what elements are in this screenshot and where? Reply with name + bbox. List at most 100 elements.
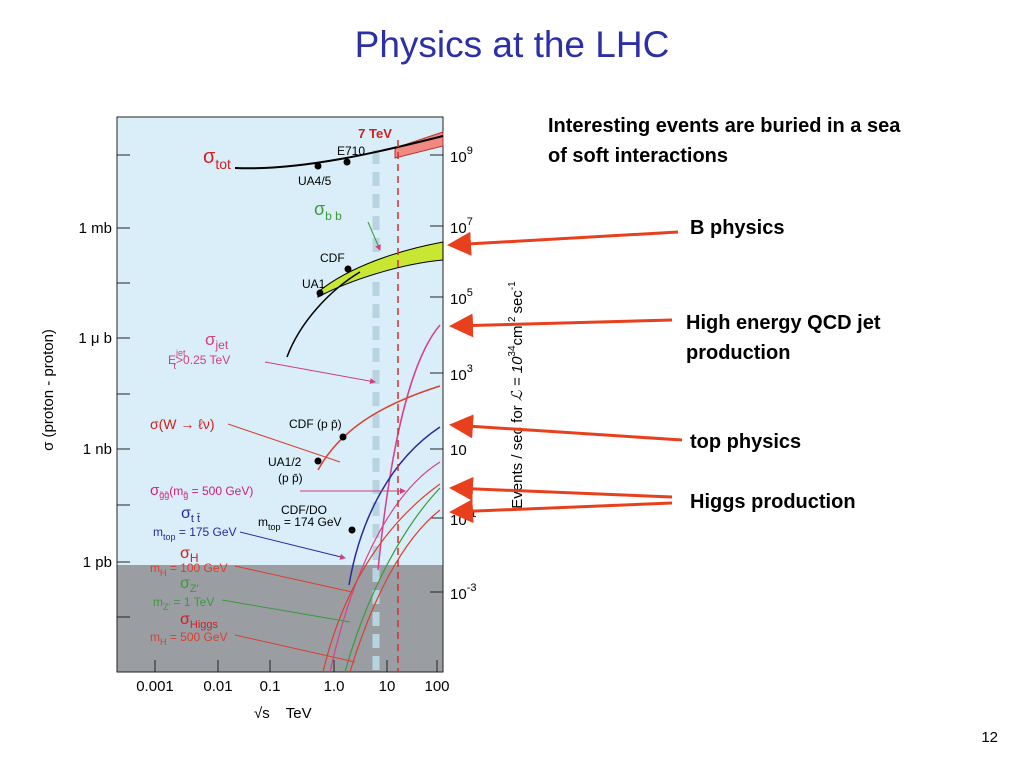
ann-m: m [258, 515, 268, 529]
sigma-bb-band [317, 241, 444, 298]
ann-sub: Z' [190, 583, 199, 595]
ann-mh100: mH = 100 GeV [150, 561, 228, 578]
y-tick-label: 1 μ b [78, 330, 112, 347]
y-tick-label: 1 nb [83, 441, 112, 458]
higgs500-curve [349, 509, 441, 673]
ann-cdf: CDF [320, 251, 345, 265]
ann-sigma-higgs: σHiggs [180, 611, 218, 631]
ann-sym: σ [180, 611, 190, 628]
ann-cut: >0.25 TeV [176, 353, 230, 367]
ann-sigma-tot: σtot [203, 146, 231, 172]
y2-base: 10 [450, 367, 467, 384]
arrows [447, 230, 683, 524]
z-curve [344, 487, 441, 673]
higgs-curve [322, 483, 441, 673]
y2-label-unit: cm [509, 325, 526, 345]
ann-sub: t t̄ [191, 513, 201, 525]
y2-label-text: Events / sec for [509, 405, 526, 508]
x-ticks: 0.001 0.01 0.1 1.0 10 100 [136, 678, 449, 695]
ann-sup: jet [175, 348, 186, 358]
ann-cdfdo: CDF/DO [281, 503, 327, 517]
y2-base: 10 [450, 220, 467, 237]
note-higgs: Higgs production [690, 491, 856, 513]
y2-label-exp: -2 [507, 316, 518, 325]
figure: 1 mb 1 μ b 1 nb 1 pb σ (proton - proton)… [40, 116, 526, 722]
ann-sym: σ [205, 330, 216, 349]
y2-tick: 107 [450, 216, 473, 237]
note-qcd: High energy QCD jet [686, 312, 881, 334]
x-tick-label: 0.001 [136, 678, 174, 695]
ann-e: E [168, 353, 176, 367]
ann-rest: (m [169, 484, 183, 498]
ann-sub: g̃g̃ [159, 490, 169, 500]
note-intro: Interesting events are buried in a sea [548, 115, 901, 137]
ann-m: m [153, 595, 163, 609]
ann-ua1: UA1 [302, 277, 326, 291]
pointer-lines [221, 221, 406, 663]
ann-e710: E710 [337, 144, 365, 158]
y-tick-label: 1 pb [83, 554, 112, 571]
ann-m: m [153, 525, 163, 539]
top-curve [348, 426, 441, 586]
y2-label-exp: -1 [507, 281, 518, 290]
ann-rest: = 1 TeV [170, 595, 214, 609]
page-number: 12 [981, 729, 998, 746]
ann-sub: Z' [163, 602, 170, 612]
ann-sigma-w: σ(W → ℓν) [150, 416, 214, 432]
ann-cdf-pp: CDF (p p̄) [289, 417, 342, 431]
ann-rest: = 174 GeV [281, 515, 342, 529]
y-label-symbol: σ [40, 441, 57, 451]
ann-jet-cut: Ejet t>0.25 TeV [168, 348, 230, 371]
y2-tick: 10-3 [450, 582, 476, 603]
note-qcd: production [686, 342, 790, 364]
tick-marks [117, 154, 443, 672]
ann-sigma-jet: σjet [205, 330, 229, 352]
x-axis-label: √s TeV [254, 705, 312, 722]
y2-exp: 9 [467, 145, 473, 157]
y-tick-label: 1 mb [79, 220, 112, 237]
ann-ua45: UA4/5 [298, 174, 332, 188]
ann-sub: Higgs [190, 619, 219, 631]
gluino-curve [329, 461, 441, 673]
y-label-text: (proton - proton) [40, 329, 57, 437]
ann-sigma-gluino: σg̃g̃(mg̃ = 500 GeV) [150, 482, 253, 500]
ann-sub: jet [215, 338, 229, 352]
ann-rest: = 175 GeV [176, 525, 237, 539]
y2-axis-label: Events / sec for ℒ = 1034cm-2 sec-1 [507, 281, 526, 509]
x-tick-label: 0.01 [203, 678, 232, 695]
ann-sigma-h: σH [180, 545, 199, 565]
w-curve [317, 385, 441, 471]
x-tick-label: 0.1 [260, 678, 281, 695]
x-label-unit: TeV [286, 705, 312, 722]
shaded-region [117, 565, 443, 672]
y2-exp: 3 [467, 363, 473, 375]
y2-label-unit: sec [509, 290, 526, 314]
notes: Interesting events are buried in a sea o… [447, 115, 901, 524]
y2-ticks: 109 107 105 103 10 10-1 10-3 [450, 145, 476, 603]
y2-label-exp: 34 [507, 345, 518, 357]
ann-sub: g̃ [183, 490, 188, 500]
y2-exp: -3 [467, 582, 477, 594]
y-axis-label: σ (proton - proton) [40, 329, 57, 451]
ann-sym: σ [181, 505, 191, 522]
ann-mz: mZ' = 1 TeV [153, 595, 214, 612]
ann-ua12-pp: (p p̄) [278, 471, 303, 485]
y2-label-lum: ℒ = 10 [509, 356, 526, 401]
ann-sub: b b [325, 209, 342, 223]
x-tick-label: 10 [379, 678, 396, 695]
y2-tick: 103 [450, 363, 473, 384]
y2-base: 10 [450, 149, 467, 166]
y2-tick: 109 [450, 145, 473, 166]
y2-tick: 10 [450, 442, 467, 459]
ann-rest: = 500 GeV) [188, 484, 253, 498]
note-intro: of soft interactions [548, 145, 728, 167]
ann-sub: H [190, 551, 199, 565]
ann-sub: tot [215, 156, 231, 172]
ann-rest: = 500 GeV [167, 630, 228, 644]
ann-sub: H [160, 637, 167, 647]
ann-m: m [150, 561, 160, 575]
y2-tick: 105 [450, 287, 473, 308]
y2-exp: 7 [467, 216, 473, 228]
ann-sub: t [174, 361, 177, 371]
